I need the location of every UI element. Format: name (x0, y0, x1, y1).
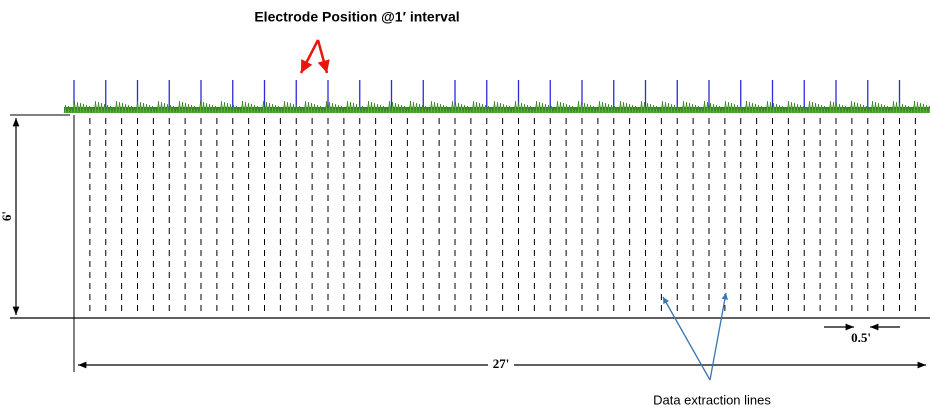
annotation: Data extraction lines (653, 392, 771, 407)
length-label: 27' (493, 356, 510, 371)
label-bg (488, 356, 514, 372)
height-label: 6' (0, 211, 14, 221)
extraction-lines (89, 118, 916, 316)
blue-arrow (662, 296, 711, 381)
blue-arrow (709, 292, 729, 381)
spacing-label: 0.5' (851, 330, 871, 345)
grass (63, 100, 930, 114)
grass-blades (63, 100, 930, 114)
title: Electrode Position @1′ interval (254, 9, 459, 25)
red-arrow (299, 39, 320, 74)
electrodes (73, 80, 901, 108)
red-arrow (316, 39, 330, 74)
